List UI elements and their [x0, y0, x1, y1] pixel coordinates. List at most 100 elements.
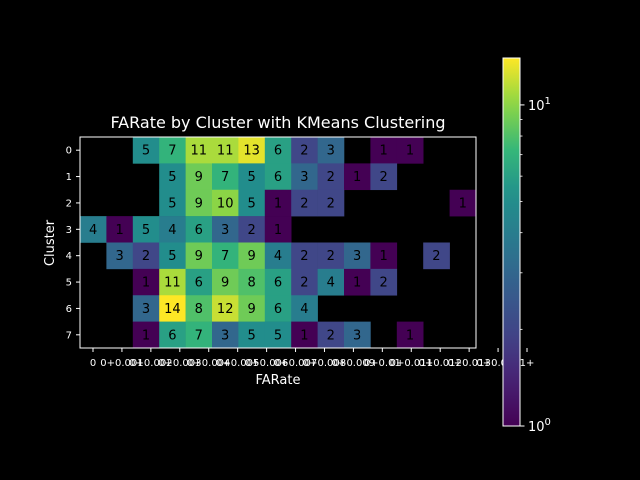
heatmap-cell: [132, 242, 160, 270]
heatmap-cell: [264, 321, 292, 349]
cell-value-label: 5: [247, 328, 255, 343]
heatmap-cell: [396, 321, 424, 349]
cell-value-label: 6: [274, 302, 282, 317]
cell-value-label: 11: [217, 144, 234, 159]
cell-value-label: 12: [217, 302, 234, 317]
cell-value-label: 3: [221, 328, 229, 343]
cell-value-label: 3: [353, 249, 361, 264]
y-tick-label: 6: [66, 304, 72, 315]
heatmap-cell: [238, 242, 266, 270]
cell-value-label: 1: [379, 144, 387, 159]
heatmap-cell: [264, 137, 292, 164]
cell-value-label: 9: [247, 249, 255, 264]
y-axis-label: Cluster: [43, 219, 58, 266]
heatmap-cell: [106, 242, 134, 270]
x-tick-label: 0+0.013: [447, 358, 490, 369]
cell-value-label: 1: [274, 196, 282, 211]
cell-value-label: 1: [406, 144, 414, 159]
heatmap-cell: [317, 137, 345, 164]
heatmap-cell: [106, 216, 134, 243]
cell-value-label: 1: [115, 223, 123, 238]
cell-value-label: 4: [168, 223, 176, 238]
heatmap-cell: [212, 216, 239, 243]
plot-frame: [79, 136, 477, 349]
y-tick-label: 7: [66, 330, 72, 341]
cell-value-label: 5: [142, 223, 150, 238]
cell-value-label: 2: [327, 170, 335, 185]
cell-value-label: 1: [379, 249, 387, 264]
y-tick-label: 2: [66, 198, 72, 209]
cell-value-label: 2: [432, 249, 440, 264]
cell-value-label: 9: [247, 302, 255, 317]
cell-value-label: 1: [142, 328, 150, 343]
cell-value-label: 6: [274, 276, 282, 291]
cell-value-label: 2: [327, 328, 335, 343]
x-tick-label: 0+0.002: [129, 358, 172, 369]
cell-value-label: 2: [379, 276, 387, 291]
heatmap-cell: [317, 268, 345, 296]
cell-value-label: 6: [168, 328, 176, 343]
x-tick-label: 0+0.009: [332, 358, 375, 369]
cell-value-label: 5: [168, 196, 176, 211]
y-tick-label: 0: [66, 146, 72, 157]
heatmap-cell: [291, 295, 318, 322]
cell-value-label: 1: [300, 328, 308, 343]
heatmap-cell: [238, 137, 266, 164]
cell-value-label: 11: [164, 276, 181, 291]
x-tick-label: 0+0.004: [187, 358, 230, 369]
heatmap-cell: [185, 137, 213, 164]
chart-title: FARate by Cluster with KMeans Clustering: [110, 113, 445, 132]
cell-value-label: 3: [327, 144, 335, 159]
cell-value-label: 2: [300, 196, 308, 211]
heatmap-cell: [370, 137, 398, 164]
heatmap-cell: [185, 268, 213, 296]
cell-value-label: 7: [221, 249, 229, 264]
x-tick-label: 1+: [520, 358, 535, 369]
y-tick-label: 5: [66, 278, 72, 289]
heatmap-cell: [238, 216, 266, 243]
heatmap-cell: [238, 189, 266, 217]
cell-value-label: 2: [300, 249, 308, 264]
cell-value-label: 1: [459, 196, 467, 211]
heatmap-cell: [264, 268, 292, 296]
heatmap-cell: [159, 242, 186, 270]
y-tick-label: 3: [66, 225, 72, 236]
heatmap-cell: [238, 295, 266, 322]
heatmap-cell: [80, 216, 107, 243]
heatmap-cell: [291, 189, 318, 217]
cell-value-label: 1: [406, 328, 414, 343]
heatmap-cell: [132, 321, 160, 349]
heatmap-cell: [132, 216, 160, 243]
cell-value-label: 9: [195, 196, 203, 211]
heatmap-cell: [132, 137, 160, 164]
cell-value-label: 1: [353, 170, 361, 185]
heatmap-cell: [238, 163, 266, 191]
heatmap-cell: [212, 163, 239, 191]
x-axis-label: FARate: [256, 373, 301, 388]
x-tick-label: 0+0.011: [390, 358, 433, 369]
x-tick-label: 0+0.01: [364, 358, 401, 369]
cell-value-label: 5: [274, 328, 282, 343]
cell-value-label: 7: [168, 144, 176, 159]
heatmap-cell: [185, 321, 213, 349]
heatmap-cell: [132, 295, 160, 322]
heatmap-cell: [212, 295, 239, 322]
heatmap-cell: [264, 189, 292, 217]
x-tick-label: 0: [90, 358, 96, 369]
x-tick-label: 0+0.005: [216, 358, 259, 369]
y-tick-label: 4: [66, 251, 72, 262]
heatmap-cell: [185, 295, 213, 322]
heatmap-cell: [370, 163, 398, 191]
cell-value-label: 1: [353, 276, 361, 291]
cell-value-label: 4: [300, 302, 308, 317]
heatmap-cell: [396, 137, 424, 164]
cell-value-label: 2: [327, 196, 335, 211]
cell-value-label: 6: [195, 223, 203, 238]
heatmap-cell: [291, 242, 318, 270]
heatmap-cell: [317, 321, 345, 349]
heatmap-cell: [291, 268, 318, 296]
cell-value-label: 1: [274, 223, 282, 238]
x-tick-label: 0+0.014: [476, 358, 519, 369]
cell-value-label: 5: [168, 170, 176, 185]
cell-value-label: 9: [195, 249, 203, 264]
